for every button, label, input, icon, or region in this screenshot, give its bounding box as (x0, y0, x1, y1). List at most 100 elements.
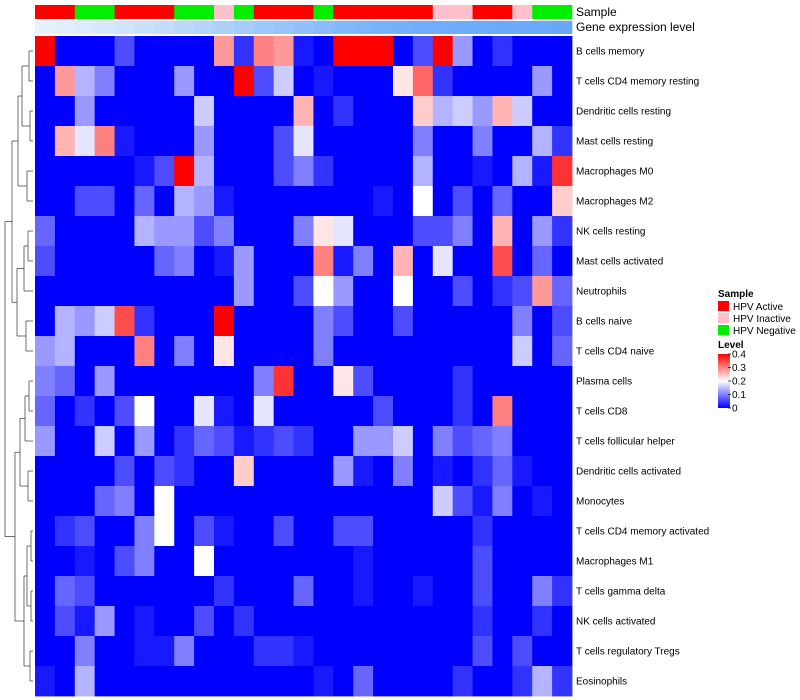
heatmap-cell (293, 606, 314, 637)
heatmap-cell (293, 276, 314, 307)
gene-expression-annotation-cell (373, 21, 394, 34)
heatmap-cell (472, 486, 493, 517)
heatmap-cell (293, 456, 314, 487)
heatmap-cell (472, 36, 493, 67)
legend-tick-label: 0.4 (732, 350, 746, 361)
heatmap-cell (273, 426, 294, 457)
heatmap-cell (512, 366, 533, 397)
heatmap-cell (154, 666, 175, 697)
heatmap-cell (174, 96, 195, 127)
heatmap-cell (134, 456, 155, 487)
heatmap-cell (54, 666, 76, 697)
heatmap-cell (35, 636, 56, 667)
heatmap-cell (35, 126, 56, 157)
heatmap-cell (154, 306, 175, 337)
heatmap-cell (134, 396, 155, 427)
heatmap-cell (393, 96, 414, 127)
heatmap-cell (333, 576, 354, 607)
heatmap-cell (35, 366, 56, 397)
sample-annotation-cell (452, 5, 473, 19)
heatmap-cell (512, 336, 533, 367)
heatmap-cell (54, 156, 76, 187)
heatmap-cell (253, 636, 275, 667)
heatmap-cell (552, 516, 573, 547)
heatmap-cell (174, 276, 195, 307)
heatmap-cell (273, 516, 294, 547)
heatmap-cell (273, 66, 294, 97)
legend-level-colorbar (718, 354, 730, 408)
heatmap-cell (353, 276, 374, 307)
heatmap-cell (492, 336, 513, 367)
heatmap-cell (74, 516, 96, 547)
heatmap-cell (412, 156, 434, 187)
heatmap-cell (35, 516, 56, 547)
heatmap-cell (333, 666, 354, 697)
gene-expression-annotation-cell (154, 21, 175, 34)
gene-expression-annotation-cell (174, 21, 195, 34)
heatmap-cell (373, 606, 394, 637)
heatmap-cell (273, 606, 294, 637)
heatmap-cell (432, 246, 454, 277)
gene-expression-annotation-cell (293, 21, 314, 34)
heatmap-cell (432, 576, 454, 607)
heatmap-cell (532, 426, 553, 457)
heatmap-cell (452, 276, 473, 307)
heatmap-cell (472, 126, 493, 157)
heatmap-cell (492, 276, 513, 307)
legend-tick-label: 0 (732, 404, 738, 415)
heatmap-cell (313, 336, 334, 367)
heatmap-cell (253, 186, 275, 217)
heatmap-cell (452, 126, 473, 157)
gene-expression-annotation-cell (54, 21, 76, 34)
heatmap-cell (512, 186, 533, 217)
heatmap-cell (54, 246, 76, 277)
heatmap-cell (233, 66, 255, 97)
gene-expression-annotation-cell (452, 21, 473, 34)
heatmap-cell (94, 246, 115, 277)
heatmap-cell (472, 606, 493, 637)
heatmap-cell (373, 636, 394, 667)
heatmap-cell (174, 216, 195, 247)
heatmap-cell (472, 156, 493, 187)
heatmap-cell (552, 426, 573, 457)
heatmap-cell (373, 516, 394, 547)
legend-tick-label: 0.3 (732, 363, 746, 374)
heatmap-cell (74, 276, 96, 307)
heatmap-cell (313, 486, 334, 517)
heatmap-cell (154, 486, 175, 517)
heatmap-cell (552, 66, 573, 97)
heatmap-cell (333, 606, 354, 637)
heatmap-cell (472, 576, 493, 607)
heatmap-cell (472, 306, 493, 337)
legend-sample-title: Sample (718, 289, 754, 300)
heatmap-cell (134, 486, 155, 517)
heatmap-cell (253, 36, 275, 67)
heatmap-cell (174, 36, 195, 67)
heatmap-cell (214, 246, 235, 277)
gene-expression-annotation-cell (512, 21, 533, 34)
heatmap-cell (114, 126, 135, 157)
legend-entry-label: HPV Active (733, 302, 783, 313)
sample-annotation-cell (94, 5, 115, 19)
heatmap-cell (313, 666, 334, 697)
gene-expression-annotation-cell (114, 21, 135, 34)
heatmap-cell (333, 636, 354, 667)
heatmap-cell (412, 216, 434, 247)
heatmap-cell (552, 276, 573, 307)
heatmap-cell (313, 366, 334, 397)
heatmap-cell (552, 456, 573, 487)
heatmap-cell (194, 666, 215, 697)
heatmap-cell (532, 276, 553, 307)
heatmap-cell (492, 66, 513, 97)
heatmap-cell (253, 426, 275, 457)
gene-expression-annotation-cell (134, 21, 155, 34)
heatmap-cell (472, 336, 493, 367)
heatmap-cell (512, 516, 533, 547)
heatmap-cell (373, 426, 394, 457)
heatmap-cell (74, 246, 96, 277)
heatmap-cell (313, 66, 334, 97)
heatmap-cell (512, 36, 533, 67)
legend-tick-label: 0.2 (732, 377, 746, 388)
